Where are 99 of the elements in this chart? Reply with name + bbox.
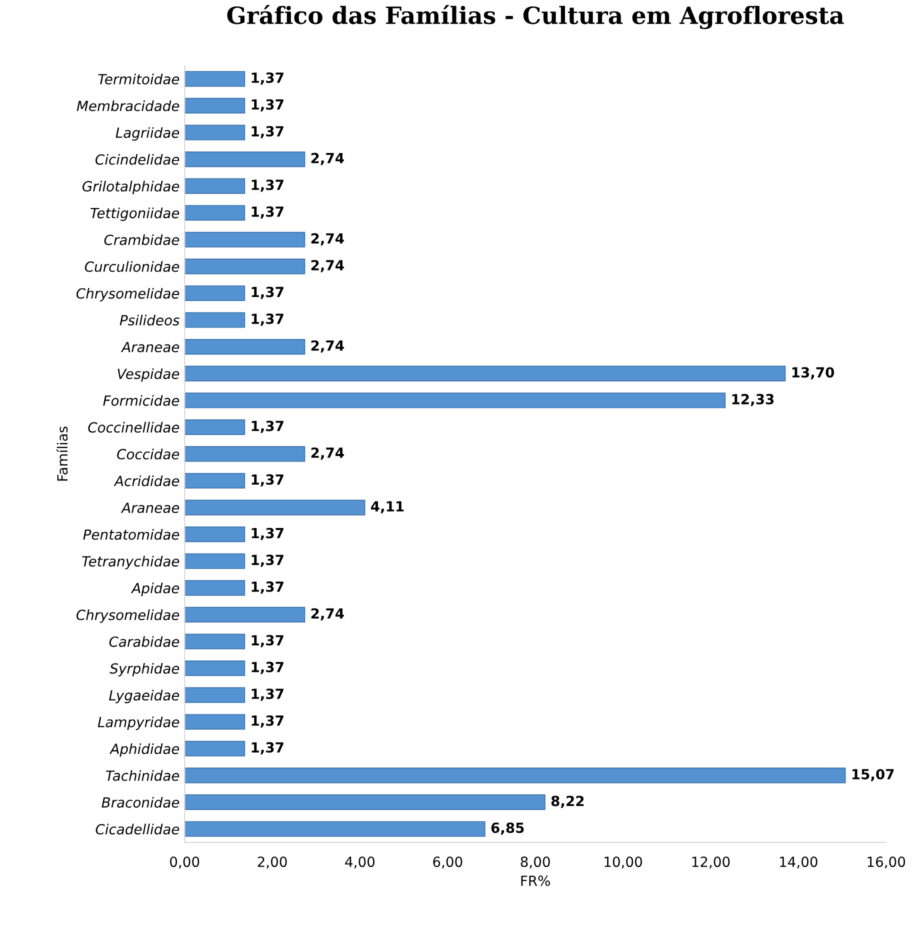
y-tick-label: Formicidae [103,395,180,406]
y-tick-label: Termitoidae [98,74,180,84]
x-tick-label: 14,00 [780,856,818,868]
data-label: 2,74 [311,152,344,166]
data-label: 15,07 [852,768,894,782]
data-label: 1,37 [252,528,284,540]
bar [184,419,246,435]
data-label: 8,22 [551,796,584,808]
bar [184,151,306,168]
y-tick-label: Tetranychidae [82,556,180,570]
bar [184,392,726,408]
y-axis-title: Famílias [56,426,68,481]
x-tick-label: 12,00 [692,856,730,868]
bar [184,526,246,542]
data-label: 2,74 [311,260,344,272]
data-label: 13,70 [792,367,834,380]
y-tick-label: Araneae [120,502,180,514]
y-tick-label: Chrysomelidae [76,288,180,302]
y-tick-label: Apidae [130,582,180,596]
y-tick-label: Grilotalphidae [82,180,180,194]
data-label: 1,37 [252,554,284,567]
data-label: 1,37 [252,99,284,112]
bar [184,71,246,87]
y-tick-label: Araneae [120,342,180,352]
bar [184,178,246,194]
data-label: 1,37 [252,662,284,674]
bar [184,285,246,302]
bar [184,232,306,248]
data-label: 1,37 [252,286,284,300]
bar [184,714,246,730]
data-label: 6,85 [491,822,524,835]
x-tick-label: 10,00 [604,856,642,868]
data-label: 4,11 [370,501,404,514]
y-tick-label: Lygaeidae [109,690,180,704]
data-label: 1,37 [252,72,284,85]
chart-title: Gráfico das Famílias - Cultura em Agrofloresta [227,4,844,30]
data-label: 2,74 [311,233,344,246]
x-axis-title: FR% [521,876,550,886]
data-label: 1,37 [252,715,284,728]
y-tick-label: Coccidae [117,448,180,460]
bar [184,446,306,462]
bar [184,366,786,382]
y-tick-label: Carabidae [109,636,180,647]
bar [184,768,846,784]
bar [184,472,246,489]
x-tick-label: 2,00 [258,856,287,868]
data-label: 1,37 [252,742,284,754]
bar [184,500,366,516]
y-tick-label: Coccinellidae [88,422,180,433]
y-tick-label: Lagriidae [116,127,180,141]
x-tick-label: 6,00 [433,856,462,868]
bar [184,794,546,810]
y-tick-label: Psilideos [120,314,180,326]
x-tick-label: 4,00 [345,856,375,868]
y-tick-label: Vespidae [118,368,180,382]
y-tick-label: Membracidade [76,100,180,112]
y-tick-label: Curculionidae [84,261,180,272]
bar [184,821,486,837]
y-tick-label: Pentatomidae [83,529,180,540]
data-label: 2,74 [311,608,344,620]
bar [184,687,246,703]
bar [184,98,246,114]
bar [184,553,246,569]
bar [184,606,306,622]
data-label: 12,33 [732,394,774,406]
y-tick-label: Braconidae [102,796,180,808]
y-tick-label: Lampyridae [98,716,180,730]
bar [184,205,246,221]
bar [184,660,246,676]
y-tick-label: Acrididae [114,475,180,486]
y-tick-label: Syrphidae [110,662,180,676]
y-tick-label: Aphididae [109,743,180,757]
data-label: 1,37 [252,126,284,138]
data-label: 2,74 [311,340,344,353]
bar [184,258,306,274]
y-tick-label: Chrysomelidae [76,609,180,623]
data-label: 2,74 [311,447,344,460]
data-label: 1,37 [252,180,284,192]
data-label: 1,37 [252,688,284,701]
x-tick-label: 16,00 [868,856,906,868]
x-tick-label: 8,00 [520,856,550,868]
data-label: 1,37 [252,314,284,326]
y-tick-label: Crambidae [104,234,180,246]
data-label: 1,37 [252,474,284,487]
bar [184,740,246,756]
data-label: 1,37 [252,635,284,648]
data-label: 1,37 [252,206,284,219]
bar [184,124,246,140]
bar [184,580,246,596]
bar [184,339,306,355]
y-tick-label: Tachinidae [106,770,180,781]
data-label: 1,37 [252,581,284,594]
data-label: 1,37 [252,420,284,433]
y-tick-label: Cicindelidae [96,154,180,165]
bar [184,634,246,650]
bar [184,312,246,328]
x-tick-label: 0,00 [170,856,200,868]
y-tick-label: Tettigoniidae [90,208,180,222]
y-tick-label: Cicadellidae [96,824,180,834]
